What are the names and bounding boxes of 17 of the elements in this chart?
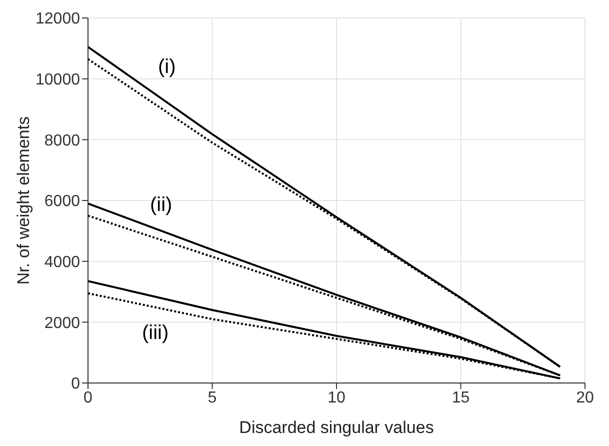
y-tick-label: 12000 — [36, 10, 80, 28]
x-tick-label: 20 — [576, 389, 594, 406]
y-axis-title: Nr. of weight elements — [14, 116, 34, 285]
x-tick-label: 15 — [452, 389, 470, 406]
annotation: (ii) — [150, 194, 172, 217]
annotation: (iii) — [142, 322, 169, 345]
x-axis-title: Discarded singular values — [239, 418, 434, 438]
y-tick-label: 10000 — [36, 72, 80, 89]
x-tick-label: 10 — [328, 389, 346, 406]
y-tick-label: 2000 — [44, 314, 80, 332]
y-tick-label: 0 — [71, 376, 80, 393]
y-tick-label: 8000 — [44, 132, 80, 150]
x-tick-label: 5 — [208, 389, 217, 406]
y-tick-label: 4000 — [44, 254, 80, 272]
annotation: (i) — [158, 56, 176, 79]
y-tick-label: 6000 — [44, 193, 80, 210]
x-tick-label: 0 — [84, 389, 93, 406]
